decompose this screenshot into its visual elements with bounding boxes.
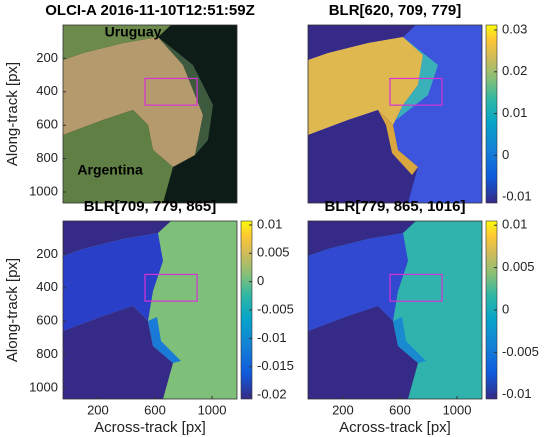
- y-tick-label: 1000: [29, 183, 58, 198]
- axes-frame: [62, 24, 238, 204]
- colorbar-tick-label: 0.005: [257, 245, 290, 260]
- colorbar-tick-label: 0.005: [502, 259, 535, 274]
- y-tick-label: 800: [36, 346, 58, 361]
- region-box: [389, 273, 443, 302]
- y-tick-label: 800: [36, 150, 58, 165]
- image: [308, 221, 482, 399]
- y-tick-label: 600: [36, 117, 58, 132]
- colorbar-tick-label: 0.02: [502, 63, 527, 78]
- y-axis-label: Along-track [px]: [4, 258, 21, 362]
- y-axis-label: Along-track [px]: [4, 62, 21, 166]
- colorbar-tick-label: -0.015: [257, 358, 294, 373]
- y-tick-label: 1000: [29, 379, 58, 394]
- image: [308, 25, 482, 203]
- colorbar-tick-label: -0.02: [257, 386, 287, 401]
- colorbar-tick-label: -0.005: [502, 344, 539, 359]
- image: [63, 221, 237, 399]
- colorbar-tick-label: 0.01: [502, 105, 527, 120]
- x-tick-label: 200: [332, 402, 354, 417]
- colorbar-tick-label: 0: [257, 273, 264, 288]
- panel: Uruguay Argentina OLCI-A 2016-11-10T12:51:…: [4, 2, 255, 204]
- x-tick-label: 1000: [198, 402, 227, 417]
- colorbar-tick-label: -0.01: [257, 330, 287, 345]
- annotation: Argentina: [77, 161, 143, 177]
- y-tick-label: 400: [36, 83, 58, 98]
- panel: BLR[620, 709, 779] 0.03 0.02 0.01 0 -0.01: [307, 2, 532, 204]
- x-tick-label: 200: [87, 402, 109, 417]
- x-tick-label: 600: [389, 402, 411, 417]
- y-tick-label: 600: [36, 313, 58, 328]
- colorbar-tick-label: -0.01: [502, 189, 532, 204]
- x-tick-label: 1000: [443, 402, 472, 417]
- colorbar-tick-label: -0.005: [257, 301, 294, 316]
- region-box: [389, 77, 443, 106]
- annotation: Uruguay: [105, 24, 162, 40]
- colorbar-tick-label: 0.01: [502, 217, 527, 232]
- axes-frame: [307, 24, 483, 204]
- panel-title: BLR[779, 865, 1016]: [325, 198, 466, 215]
- y-tick-label: 200: [36, 246, 58, 261]
- image: [63, 25, 237, 203]
- y-tick-label: 200: [36, 50, 58, 65]
- x-axis-label: Across-track [px]: [94, 419, 206, 436]
- y-tick-label: 400: [36, 279, 58, 294]
- panel-title: OLCI-A 2016-11-10T12:51:59Z: [45, 2, 255, 19]
- region-box: [144, 273, 198, 302]
- colorbar-tick-label: 0.03: [502, 21, 527, 36]
- colorbar-tick-label: -0.01: [502, 386, 532, 401]
- x-axis-label: Across-track [px]: [339, 419, 451, 436]
- panel-title: BLR[620, 709, 779]: [329, 2, 462, 19]
- panel: BLR[709, 779, 865] 200 400 600 800 1000 200 600…: [4, 198, 294, 436]
- x-tick-label: 600: [144, 402, 166, 417]
- colorbar-tick-label: 0: [502, 147, 509, 162]
- axes-frame: [62, 220, 238, 400]
- panel-title: BLR[709, 779, 865]: [84, 198, 217, 215]
- region-box: [144, 77, 198, 106]
- colorbar-tick-label: 0: [502, 301, 509, 316]
- axes-frame: [307, 220, 483, 400]
- panel: BLR[779, 865, 1016] 200 600 1000 Across-trac…: [307, 198, 539, 436]
- colorbar-tick-label: 0.01: [257, 216, 282, 231]
